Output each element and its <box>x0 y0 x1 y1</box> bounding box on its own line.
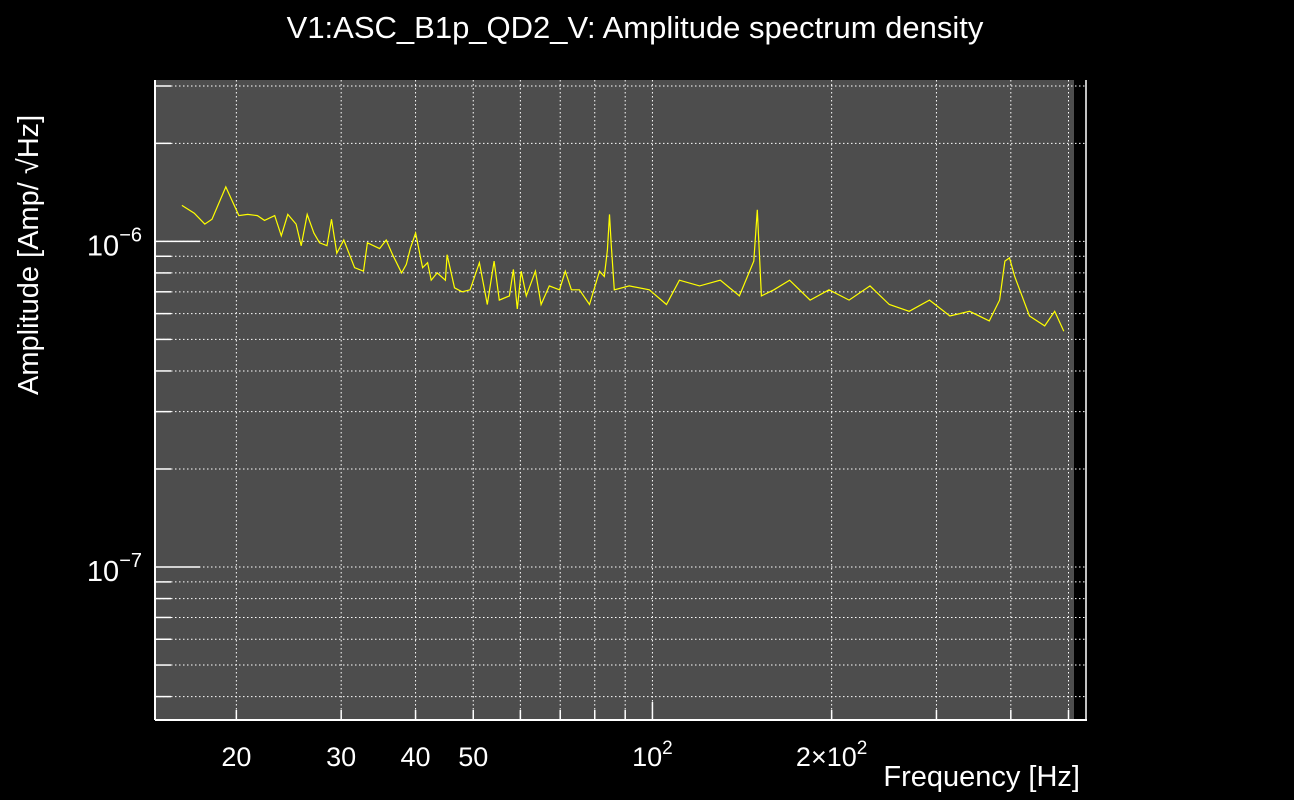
x-tick-label: 20 <box>221 742 251 772</box>
x-axis-label: Frequency [Hz] <box>883 761 1080 793</box>
series-line <box>181 185 1065 332</box>
y-tick-label: 10−7 <box>87 550 142 588</box>
y-tick-labels: 10−6 10−7 <box>87 224 142 588</box>
y-tick-label: 10−6 <box>87 224 142 262</box>
axis-ticks <box>155 85 1070 720</box>
x-tick-label: 40 <box>401 742 431 772</box>
grid-lines <box>155 80 1086 720</box>
y-axis-label: Amplitude [Amp/ √Hz] <box>13 115 45 395</box>
chart-title: V1:ASC_B1p_QD2_V: Amplitude spectrum den… <box>287 10 984 45</box>
x-tick-labels: 20 30 40 50 102 2×102 <box>221 738 867 772</box>
x-tick-label: 30 <box>326 742 356 772</box>
axes-frame <box>154 80 1087 721</box>
x-tick-label: 102 <box>632 738 673 772</box>
plot-background <box>155 80 1074 720</box>
x-tick-label: 2×102 <box>796 738 867 772</box>
x-tick-label: 50 <box>458 742 488 772</box>
